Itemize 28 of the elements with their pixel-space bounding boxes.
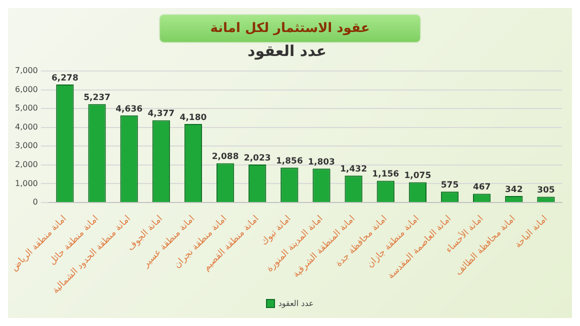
data-label: 1,156	[372, 170, 400, 180]
y-tick-label: 2,000	[14, 160, 38, 169]
y-tick-label: 6,000	[14, 84, 38, 94]
y-tick-label: 1,000	[14, 178, 38, 188]
y-tick-label: 4,000	[14, 122, 38, 132]
data-label: 1,856	[276, 156, 303, 167]
data-label: 342	[505, 185, 523, 196]
y-tick-label: 0	[32, 198, 38, 207]
data-label: 4,377	[148, 109, 175, 120]
data-label: 6,278	[51, 74, 78, 84]
y-tick-label: 7,000	[14, 66, 38, 76]
text: عدد العقود	[278, 299, 314, 308]
data-label: 2,023	[244, 153, 271, 164]
data-label: 1,075	[404, 171, 432, 182]
data-label: 1,432	[340, 164, 368, 175]
y-tick-label: 3,000	[14, 141, 38, 150]
data-label: 4,636	[116, 104, 143, 114]
chart-subtitle: عدد العقود	[248, 42, 326, 60]
data-label: 5,237	[84, 93, 111, 104]
data-label: 305	[537, 186, 555, 196]
data-label: 4,180	[180, 112, 207, 123]
y-tick-label: 5,000	[14, 104, 38, 113]
data-label: 467	[472, 182, 491, 193]
data-label: 575	[440, 180, 459, 191]
data-label: 2,088	[212, 152, 239, 162]
x-tick-label: امانة الباحة	[513, 214, 550, 250]
data-label: 1,803	[308, 158, 336, 168]
chart-title: عقود الاستثمار لكل امانة	[159, 14, 421, 43]
